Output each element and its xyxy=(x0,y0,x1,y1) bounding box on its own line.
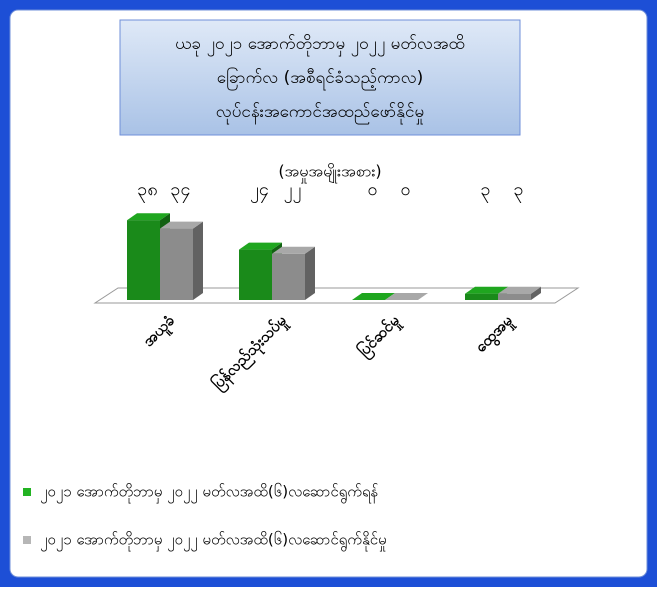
data-label: ၃၈ xyxy=(137,179,157,203)
bar xyxy=(160,228,193,300)
bar-side xyxy=(531,286,541,300)
chart-subtitle: (အမှုအမျိုးအစား) xyxy=(278,162,381,184)
bar xyxy=(498,293,531,300)
bar-top xyxy=(127,213,170,221)
data-label: ၂၄ xyxy=(250,179,269,203)
data-label: ၀ xyxy=(400,179,410,200)
data-label: ၃၄ xyxy=(170,179,190,203)
bar-top xyxy=(465,286,508,294)
legend-swatch xyxy=(23,488,31,496)
legend-label: ၂၀၂၁ အောက်တိုဘာမှ ၂၀၂၂ မတ်လအထိ(၆)လဆောင်ရ… xyxy=(40,483,378,504)
bar-top xyxy=(239,242,282,250)
chart-title: ခြောက်လ (အစီရင်ခံသည့်ကာလ) xyxy=(217,66,424,91)
legend-label: ၂၀၂၁ အောက်တိုဘာမှ ၂၀၂၂ မတ်လအထိ(၆)လဆောင်ရ… xyxy=(40,531,387,552)
data-label: ၀ xyxy=(367,179,377,200)
bar xyxy=(127,220,160,300)
bar-top xyxy=(272,246,315,254)
legend-swatch xyxy=(23,536,31,544)
chart-title: ယခု ၂၀၂၁ အောက်တိုဘာမှ ၂၀၂၂ မတ်လအထိ xyxy=(175,34,465,57)
bar-side xyxy=(193,221,203,300)
chart-title: လုပ်ငန်းအကောင်အထည်ဖော်နိုင်မှု xyxy=(216,102,424,125)
title-box xyxy=(119,19,521,136)
bar xyxy=(239,249,272,300)
bar-side xyxy=(305,246,315,300)
data-label: ၂၂ xyxy=(284,179,302,203)
data-label: ၃ xyxy=(480,179,490,203)
bar-top xyxy=(160,221,203,229)
bar-top xyxy=(498,286,541,294)
bar-top xyxy=(385,293,428,300)
floor xyxy=(93,287,580,304)
bar-top xyxy=(352,293,395,300)
bar xyxy=(272,253,305,300)
bar xyxy=(465,293,498,300)
data-label: ၃ xyxy=(513,179,523,203)
